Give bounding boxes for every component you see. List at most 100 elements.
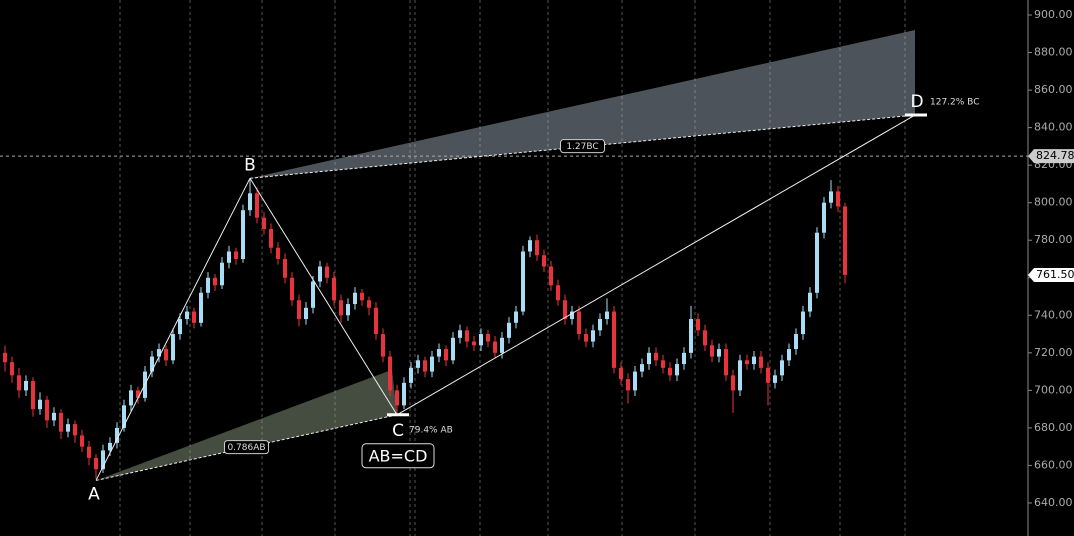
y-tick-label: 740.00 xyxy=(1034,308,1073,321)
y-tick-label: 720.00 xyxy=(1034,346,1073,359)
candle-body xyxy=(318,266,322,282)
candle-body xyxy=(31,380,35,410)
price-label: 761.50 xyxy=(1036,268,1074,281)
candle-body xyxy=(241,210,245,259)
candle-body xyxy=(192,311,196,323)
candle-body xyxy=(234,251,238,259)
point-label: A xyxy=(88,484,100,504)
candle-body xyxy=(570,311,574,320)
candle-body xyxy=(619,367,623,380)
candle-body xyxy=(668,367,672,376)
candle-body xyxy=(276,247,280,259)
candle-body xyxy=(59,412,63,432)
candle-body xyxy=(206,277,210,293)
candle-body xyxy=(836,191,840,207)
candle-body xyxy=(108,442,112,451)
candle-body xyxy=(633,371,637,391)
candle-body xyxy=(535,240,539,256)
candle-body xyxy=(164,349,168,361)
candle-body xyxy=(612,311,616,368)
candle-body xyxy=(500,337,504,353)
candle-body xyxy=(283,258,287,278)
candle-body xyxy=(430,356,434,372)
candle-body xyxy=(199,292,203,323)
candle-body xyxy=(353,292,357,305)
candle-body xyxy=(577,311,581,335)
candle-body xyxy=(787,349,791,361)
candle-body xyxy=(521,251,525,312)
candle-body xyxy=(269,228,273,248)
candle-body xyxy=(780,360,784,376)
candle-body xyxy=(24,380,28,391)
candle-body xyxy=(409,367,413,383)
price-label: 824.78 xyxy=(1036,149,1074,162)
candle-body xyxy=(45,399,49,421)
candle-body xyxy=(332,277,336,301)
candle-body xyxy=(584,334,588,342)
point-label: D xyxy=(910,92,923,112)
ac-line xyxy=(95,414,398,481)
ac-ratio: 0.786AB xyxy=(227,443,265,453)
point-label: B xyxy=(244,155,256,175)
candle-body xyxy=(661,360,665,368)
candle-body xyxy=(297,300,301,320)
candle-body xyxy=(822,202,826,233)
candle-body xyxy=(360,292,364,301)
candle-body xyxy=(10,362,14,376)
candle-body xyxy=(367,300,371,308)
leg-ab xyxy=(95,178,251,481)
candle-body xyxy=(437,349,441,357)
candle-body xyxy=(626,379,630,391)
price-box xyxy=(1028,149,1074,164)
candle-body xyxy=(710,345,714,357)
candle-body xyxy=(339,300,343,316)
candle-body xyxy=(486,334,490,342)
candle-body xyxy=(374,307,378,335)
candle-body xyxy=(451,337,455,361)
candle-body xyxy=(52,412,56,421)
candle-body xyxy=(815,232,819,293)
candle-body xyxy=(458,330,462,338)
candle-body xyxy=(808,292,812,312)
candle-body xyxy=(80,435,84,447)
candle-body xyxy=(311,281,315,308)
y-tick-label: 640.00 xyxy=(1034,496,1073,509)
candle-body xyxy=(227,251,231,263)
c-note: 79.4% AB xyxy=(409,425,453,435)
candle-body xyxy=(472,341,476,346)
candle-body xyxy=(73,424,77,436)
candle-body xyxy=(66,424,70,432)
ac-ratio-box xyxy=(224,440,269,455)
candle-body xyxy=(157,349,161,357)
candle-body xyxy=(766,367,770,383)
candle-body xyxy=(416,360,420,368)
candle-body xyxy=(801,311,805,335)
d-note: 127.2% BC xyxy=(930,98,979,108)
candle-body xyxy=(101,450,105,470)
candle-body xyxy=(150,356,154,372)
candle-body xyxy=(129,390,133,406)
candle-body xyxy=(444,349,448,361)
y-tick-label: 840.00 xyxy=(1034,121,1073,134)
price-box xyxy=(1028,267,1074,282)
candle-body xyxy=(689,319,693,353)
bd-ratio-box xyxy=(560,139,605,154)
candle-body xyxy=(17,375,21,391)
candle-body xyxy=(640,364,644,372)
candle-body xyxy=(591,330,595,342)
candle-body xyxy=(220,262,224,286)
candle-body xyxy=(829,191,833,203)
candle-body xyxy=(675,364,679,376)
candle-body xyxy=(402,382,406,406)
candle-body xyxy=(388,356,392,391)
candle-body xyxy=(213,277,217,286)
candle-body xyxy=(738,360,742,391)
candle-body xyxy=(598,319,602,331)
leg-cd xyxy=(396,114,916,416)
candle-body xyxy=(94,457,98,470)
candle-body xyxy=(248,193,252,211)
candle-body xyxy=(682,352,686,365)
point-label: C xyxy=(392,421,404,441)
